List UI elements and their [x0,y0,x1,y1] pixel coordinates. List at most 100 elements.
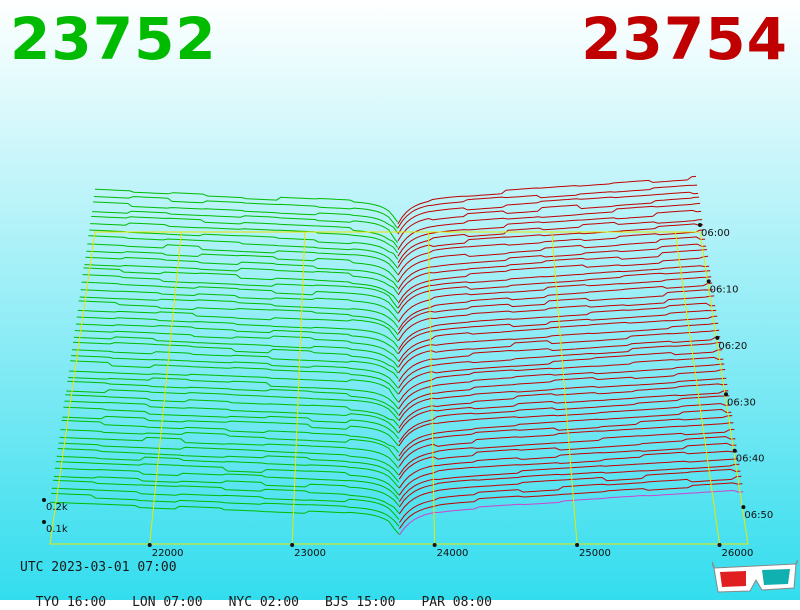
ask-depth-line [397,202,701,250]
time-marker [732,448,737,453]
bid-depth-line [70,360,399,395]
ask-depth-line [398,383,728,429]
bid-depth-line [93,196,398,229]
ask-depth-line [398,458,739,502]
ask-depth-line [397,184,698,229]
timezone-lon: LON 07:00 [132,595,203,610]
x-tick-label: 26000 [722,548,754,559]
timezone-nyc: NYC 02:00 [228,595,300,610]
ask-depth-line [398,422,734,467]
time-label: 06:30 [727,397,756,408]
bid-depth-line [94,188,398,223]
ask-depth-line [397,270,711,314]
bid-depth-line [69,370,399,403]
bid-depth-line [50,492,400,527]
utc-time: UTC 2023-03-01 07:00 [20,560,177,575]
ask-depth-line [398,489,744,536]
ask-depth-line [398,390,729,433]
ask-depth-line [397,282,713,331]
ask-depth-line [398,356,724,403]
bid-depth-line [65,394,399,427]
time-marker [741,505,746,510]
ask-depth-line [397,191,699,235]
bid-depth-line [58,442,400,476]
time-label: 06:20 [718,341,747,352]
bid-depth-line [76,316,399,348]
bid-depth-line [91,215,399,248]
time-marker [706,279,711,284]
bid-price: 23752 [10,5,217,73]
x-tick-label: 22000 [152,548,184,559]
bid-depth-line [81,281,399,315]
bid-depth-line [57,448,400,483]
x-tick-label: 25000 [579,548,611,559]
bid-depth-line [51,487,400,520]
bid-depth-line [83,267,399,303]
bid-depth-line [60,429,399,462]
ask-depth-line [398,408,732,457]
x-tick-marker [432,543,437,547]
ask-depth-line [398,295,715,341]
ask-depth-line [398,436,736,480]
bid-depth-line [55,461,400,496]
bid-depth-line [92,210,399,244]
bid-depth-line [82,274,399,309]
ask-depth-line [397,276,712,323]
x-tick-marker [290,543,295,547]
bid-depth-line [59,436,400,469]
ask-depth-line [397,175,697,225]
ask-depth-line [398,315,718,363]
bid-depth-line [63,406,399,440]
depth-surface [49,175,744,536]
ask-depth-line [398,403,731,447]
ask-depth-line [397,289,714,334]
ask-depth-line [398,363,725,409]
ask-depth-line [398,336,721,382]
time-label: 06:00 [701,228,730,239]
bid-depth-line [87,243,399,275]
time-label: 06:10 [710,284,739,295]
bid-depth-line [64,400,399,434]
bid-depth-line [75,323,399,355]
ask-depth-line [397,229,705,276]
ask-depth-line [398,463,740,508]
ask-depth-line [398,428,735,476]
floor-outline [49,231,749,545]
bid-depth-line [62,415,399,447]
z-tick-label: 0.2k [46,502,68,513]
bid-depth-line [56,455,400,489]
ask-depth-line [398,322,719,368]
ask-price: 23754 [581,5,788,73]
z-tick-marker [42,520,46,524]
x-tick-label: 23000 [294,548,326,559]
ask-depth-line [398,329,720,374]
ask-depth-line [398,468,741,515]
z-tick-marker [42,498,46,502]
ask-depth-line [398,475,742,523]
3d-glasses-icon[interactable] [712,560,798,596]
ask-depth-line [398,309,717,354]
x-tick-marker [575,543,580,547]
ask-depth-line [398,349,723,395]
chart-labels: 22000 23000 24000 25000 26000 0.1k 0.2k 06:00 06… [42,223,773,559]
bid-depth-line [67,380,399,416]
x-tick-marker [147,543,152,547]
price-grid-line [551,231,578,545]
bid-depth-line [84,264,399,295]
bid-depth-line [54,467,400,501]
timezone-tyo: TYO 16:00 [35,595,107,610]
bid-depth-line [88,235,399,269]
bid-depth-line [79,296,399,328]
price-grid-line [427,231,436,545]
ask-depth-line [397,265,710,309]
bid-depth-line [86,250,399,283]
ask-depth-line [398,442,737,489]
bid-depth-line [49,501,400,535]
z-tick-label: 0.1k [46,524,68,535]
bid-depth-line [93,201,399,234]
time-marker [715,335,720,340]
bid-depth-line [61,419,399,453]
ask-depth-line [398,415,733,461]
ask-depth-line [398,395,730,443]
